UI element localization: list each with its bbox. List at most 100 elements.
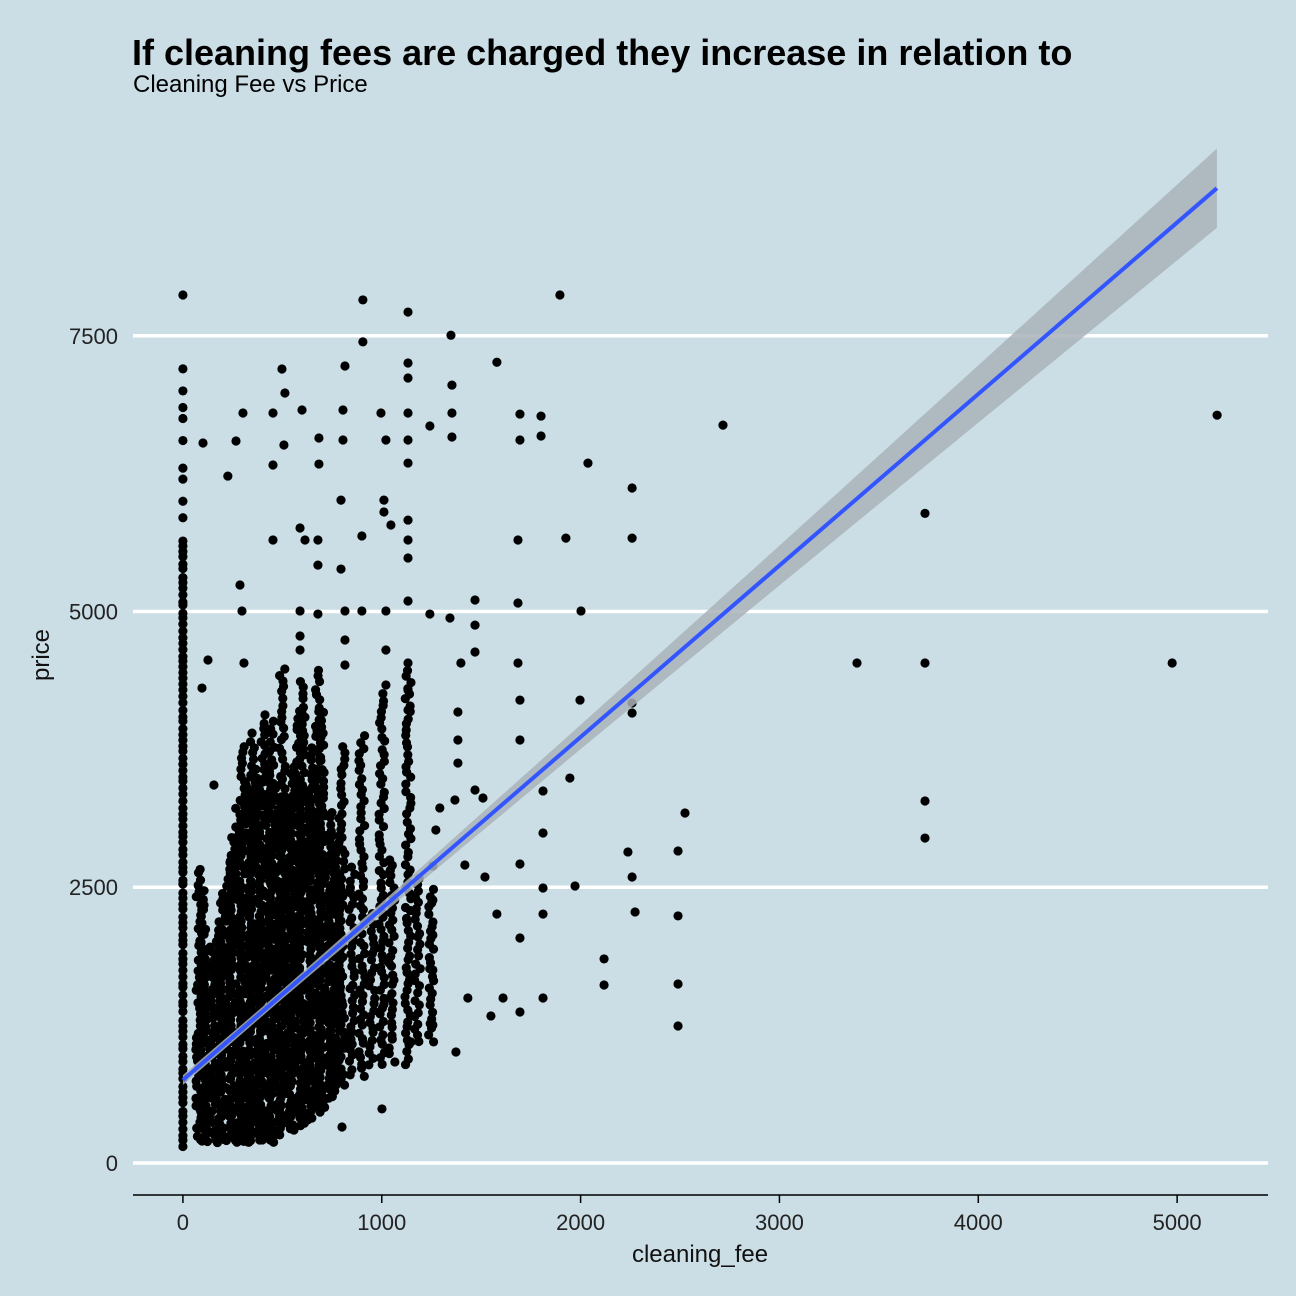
- data-point: [339, 856, 349, 867]
- data-point: [203, 655, 213, 665]
- regression-line: [181, 186, 1219, 1082]
- data-point: [178, 463, 188, 473]
- data-point: [338, 405, 348, 415]
- data-point: [402, 817, 412, 827]
- data-point: [268, 535, 278, 545]
- data-point: [315, 1072, 325, 1082]
- data-point: [178, 803, 188, 813]
- data-point: [565, 773, 575, 783]
- data-point: [377, 1104, 387, 1114]
- data-point: [277, 913, 287, 923]
- data-point: [340, 660, 350, 670]
- data-point: [513, 598, 523, 608]
- data-point: [318, 789, 329, 799]
- data-point: [583, 458, 593, 468]
- data-point: [366, 926, 376, 936]
- data-point: [281, 890, 291, 900]
- data-point: [390, 1057, 400, 1067]
- data-point: [241, 779, 251, 790]
- data-point: [178, 783, 188, 793]
- data-point: [300, 866, 311, 876]
- data-point: [354, 1028, 364, 1038]
- data-point: [463, 993, 473, 1003]
- data-point: [453, 707, 463, 717]
- data-point: [197, 918, 207, 928]
- data-point: [575, 695, 585, 705]
- data-point: [456, 658, 466, 668]
- data-point: [337, 809, 347, 819]
- data-point: [555, 290, 565, 300]
- data-point: [178, 912, 188, 922]
- data-point: [377, 950, 387, 960]
- data-point: [384, 938, 394, 948]
- data-point: [199, 998, 209, 1008]
- data-point: [313, 665, 324, 675]
- data-point: [310, 685, 321, 695]
- data-point: [403, 515, 413, 525]
- data-point: [316, 903, 327, 913]
- data-point: [294, 992, 305, 1002]
- data-point: [178, 513, 188, 523]
- data-point: [277, 774, 288, 784]
- data-point: [470, 620, 480, 630]
- data-point: [406, 1037, 416, 1047]
- data-point: [338, 435, 348, 445]
- data-point: [403, 307, 413, 317]
- data-point: [381, 645, 391, 655]
- data-point: [336, 495, 346, 505]
- data-point: [265, 1112, 275, 1122]
- data-point: [623, 847, 633, 857]
- data-point: [178, 1051, 188, 1061]
- data-point: [403, 847, 413, 857]
- x-tick-label: 5000: [1153, 1210, 1202, 1235]
- data-point: [295, 631, 305, 641]
- data-point: [388, 915, 398, 925]
- data-point: [196, 937, 206, 947]
- data-point: [298, 744, 308, 754]
- data-point: [178, 753, 188, 764]
- data-point: [254, 1034, 265, 1044]
- data-point: [221, 943, 231, 953]
- data-point: [358, 295, 368, 305]
- data-point: [235, 809, 245, 819]
- data-point: [445, 613, 455, 623]
- data-point: [178, 608, 188, 618]
- data-point: [359, 731, 370, 741]
- data-point: [536, 411, 546, 421]
- data-point: [673, 1021, 683, 1031]
- data-point: [337, 1008, 347, 1018]
- data-point: [406, 677, 416, 688]
- data-point: [314, 433, 324, 443]
- data-point: [202, 1125, 212, 1135]
- data-point: [515, 695, 525, 705]
- data-point: [260, 710, 270, 720]
- data-point: [346, 1034, 356, 1044]
- data-point: [379, 495, 389, 505]
- data-point: [295, 963, 305, 973]
- data-point: [304, 848, 315, 858]
- data-point: [305, 951, 315, 961]
- data-point: [480, 872, 490, 882]
- data-point: [400, 998, 410, 1009]
- data-point: [435, 803, 445, 813]
- data-point: [198, 438, 208, 448]
- data-point: [267, 755, 277, 765]
- data-point: [287, 828, 297, 839]
- data-point: [216, 967, 226, 977]
- data-point: [370, 993, 380, 1004]
- data-point: [515, 933, 525, 943]
- data-point: [178, 290, 188, 300]
- data-point: [295, 606, 305, 616]
- data-point: [326, 820, 336, 830]
- data-point: [388, 970, 398, 980]
- data-point: [415, 939, 425, 949]
- data-point: [195, 875, 206, 885]
- data-point: [318, 776, 329, 786]
- data-point: [304, 1000, 315, 1010]
- data-point: [178, 474, 188, 484]
- data-point: [403, 458, 413, 468]
- data-point: [275, 865, 286, 875]
- data-point: [355, 901, 366, 911]
- data-point: [401, 738, 412, 748]
- data-point: [401, 963, 411, 973]
